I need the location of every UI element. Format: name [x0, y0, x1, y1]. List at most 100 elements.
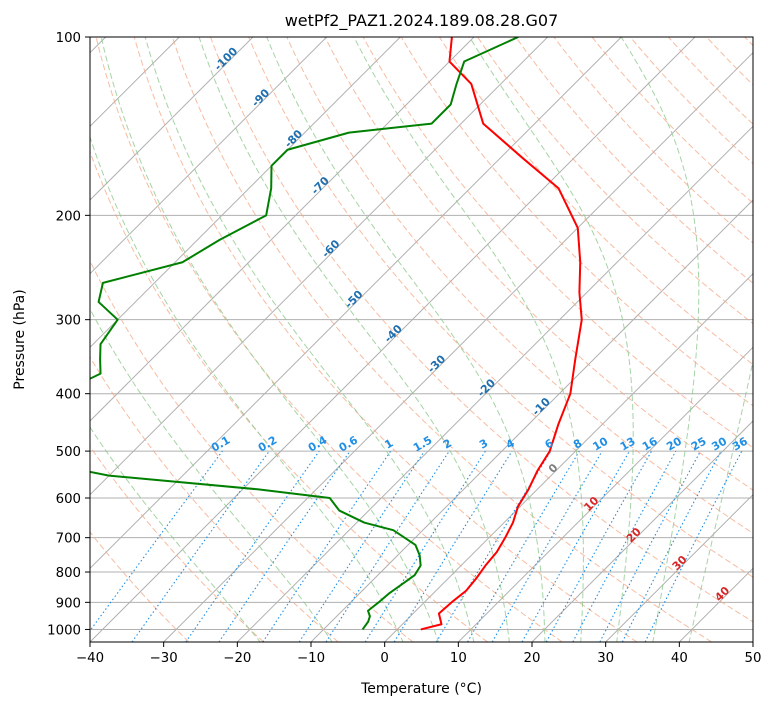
isotherm-gridline	[605, 493, 753, 642]
mixing-ratio-line	[521, 450, 630, 642]
isotherm-label: -30	[425, 352, 448, 375]
isotherm-gridline	[90, 37, 401, 349]
y-tick-label: 600	[56, 492, 81, 507]
mixing-ratio-label: 2	[441, 437, 454, 452]
chart-title: wetPf2_PAZ1.2024.189.08.28.G07	[285, 11, 559, 31]
mixing-ratio-line	[90, 450, 223, 632]
dry-adiabat	[591, 37, 753, 204]
isotherm-gridline	[752, 641, 753, 642]
isotherm-label: -80	[282, 127, 305, 150]
isotherm-gridline	[236, 125, 753, 642]
temperature-profile	[420, 37, 583, 631]
isotherm-gridline	[90, 37, 549, 496]
dry-adiabat	[95, 37, 563, 642]
dry-adiabat	[248, 37, 753, 578]
dry-adiabat	[477, 37, 753, 325]
moist-adiabat	[90, 426, 261, 642]
axis-layer: −40 −30 −20 −10 0 10 20 30 40 50 100 200 300 400 500 60…	[47, 31, 761, 666]
dry-adiabat	[90, 259, 414, 642]
y-tick-label: 400	[56, 388, 81, 403]
mixing-ratio-label: 4	[504, 436, 517, 451]
isotherm-gridline	[384, 272, 753, 642]
x-tick-label: 20	[524, 651, 541, 666]
x-tick-label: 40	[671, 651, 688, 666]
moist-adiabat	[198, 37, 510, 642]
moist-adiabat	[688, 358, 753, 642]
dry-adiabat	[90, 150, 488, 642]
x-tick-label: −20	[223, 651, 251, 666]
dry-adiabat	[210, 37, 753, 623]
isotherm-gridline	[90, 37, 622, 570]
mixing-ratio-line	[298, 450, 425, 642]
isotherm-gridline	[90, 37, 254, 201]
moist-adiabat	[469, 37, 634, 642]
isotherm-label: -90	[249, 86, 272, 109]
moist-adiabat	[90, 135, 404, 642]
dry-adiabat	[744, 37, 753, 47]
mixing-ratio-line	[218, 450, 351, 642]
isotherm-label: -50	[342, 288, 365, 311]
isotherm-gridline	[90, 37, 328, 275]
isotherm-label: 40	[712, 584, 732, 604]
x-tick-label: −30	[150, 651, 178, 666]
y-tick-label: 1000	[47, 623, 81, 638]
isotherm-label: -100	[212, 44, 241, 73]
isotherm-gridline	[678, 567, 753, 642]
moist-adiabat	[144, 37, 475, 642]
dry-adiabat	[90, 531, 190, 642]
y-tick-label: 100	[56, 31, 81, 46]
dry-adiabat	[90, 445, 264, 642]
moist-adiabat	[90, 308, 333, 642]
y-axis-label: Pressure (hPa)	[12, 289, 28, 389]
profile-layer	[90, 37, 583, 631]
mixing-ratio-line	[131, 450, 270, 642]
dewpoint-profile	[90, 37, 519, 631]
x-tick-label: −10	[297, 651, 325, 666]
mixing-ratio-line	[599, 450, 702, 642]
x-axis-label: Temperature (°C)	[360, 681, 482, 697]
dry-adiabat	[286, 37, 753, 534]
x-tick-label: −40	[76, 651, 104, 666]
moist-adiabat	[266, 37, 546, 642]
y-tick-label: 800	[56, 566, 81, 581]
x-tick-label: 30	[597, 651, 614, 666]
isotherm-gridline	[531, 420, 753, 642]
y-tick-label: 300	[56, 314, 81, 329]
plot-frame	[89, 36, 754, 643]
y-tick-label: 700	[56, 532, 81, 547]
isotherm-gridline	[310, 199, 753, 642]
mixing-ratio-line	[262, 450, 392, 642]
dry-adiabat	[90, 356, 339, 642]
grid-layer	[90, 37, 753, 642]
mixing-ratio-line	[325, 450, 450, 642]
isotherm-label: 20	[624, 525, 644, 545]
moist-adiabat	[100, 37, 439, 642]
label-layer: 0.1 0.2 0.4 0.6 1 1.5 2 3 4 6 8 10 13 16 20 25 30 36-100-…	[209, 44, 750, 604]
y-tick-label: 200	[56, 209, 81, 224]
x-tick-label: 10	[450, 651, 467, 666]
isotherm-label: -40	[382, 322, 405, 345]
mixing-ratio-line	[393, 450, 513, 642]
isotherm-gridline	[457, 346, 753, 642]
isotherm-label: 10	[581, 494, 601, 514]
x-tick-label: 50	[745, 651, 762, 666]
isotherm-gridline	[163, 51, 753, 642]
isotherm-gridline	[90, 37, 475, 422]
dry-adiabat	[706, 37, 753, 86]
moist-adiabat	[620, 37, 700, 642]
dry-adiabat	[439, 37, 753, 366]
isotherm-label: -70	[309, 174, 332, 197]
dry-adiabat	[133, 37, 638, 642]
mixing-ratio-label: 3	[477, 437, 490, 452]
mixing-ratio-line	[572, 450, 677, 642]
isotherm-label: -60	[319, 237, 342, 260]
isotherm-label: 30	[670, 553, 690, 573]
dry-adiabat	[171, 37, 712, 642]
mixing-ratio-line	[545, 450, 653, 642]
y-tick-label: 900	[56, 596, 81, 611]
mixing-ratio-layer	[90, 450, 743, 642]
dry-adiabat	[400, 37, 753, 407]
mixing-ratio-line	[644, 450, 743, 642]
dry-adiabat	[668, 37, 753, 125]
